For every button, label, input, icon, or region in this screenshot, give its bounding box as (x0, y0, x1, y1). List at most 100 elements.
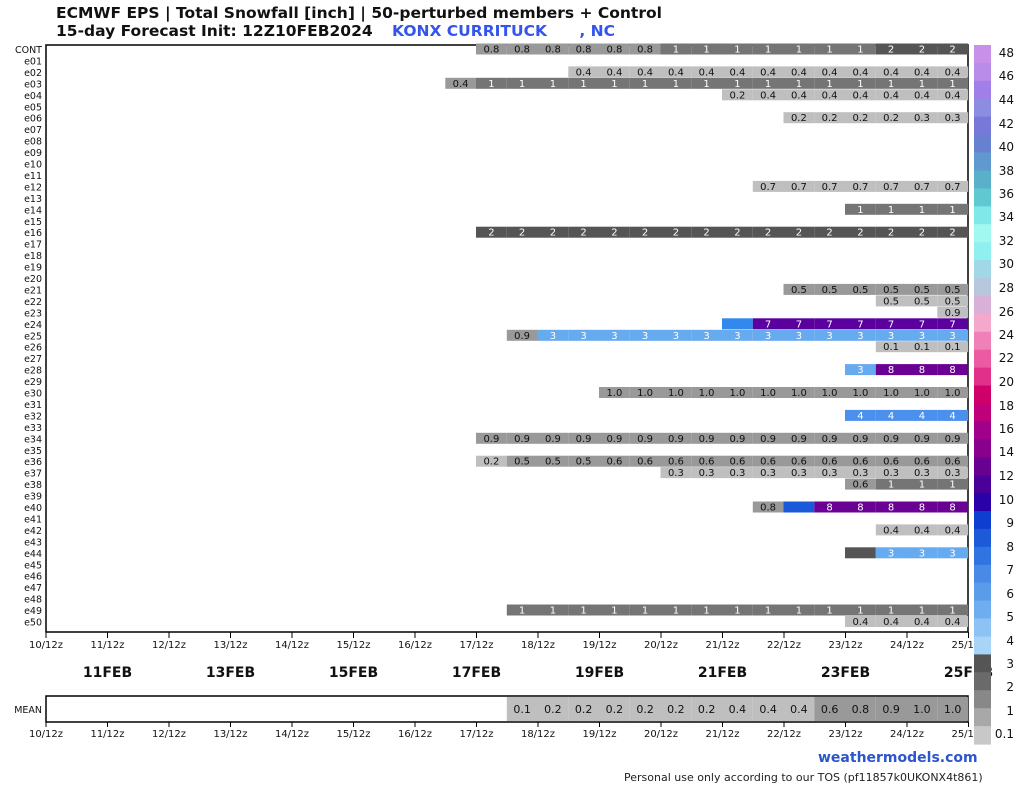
snow-cell (752, 318, 784, 330)
mean-value: 0.1 (513, 703, 531, 716)
snow-value: 0.6 (699, 457, 715, 468)
snow-value: 2 (857, 228, 863, 239)
snow-value: 0.5 (914, 285, 930, 296)
snow-value: 0.4 (883, 90, 899, 101)
snow-value: 0.5 (945, 285, 961, 296)
snow-cell (875, 43, 907, 55)
snow-value: 1 (919, 79, 925, 90)
snow-value: 2 (888, 228, 894, 239)
snow-cell (783, 455, 815, 467)
snow-cell (937, 180, 969, 192)
mean-cell (752, 697, 784, 721)
snow-cell (568, 329, 600, 341)
mean-cell (537, 697, 569, 721)
colorbar-segment (974, 457, 991, 476)
snow-value: 1 (826, 606, 832, 617)
mean-value: 0.8 (852, 703, 870, 716)
snow-cell (722, 329, 753, 341)
snow-value: 1 (857, 79, 863, 90)
snow-value: 2 (796, 228, 802, 239)
mean-x-tick-label: 22/12z (767, 729, 801, 740)
snow-cell (937, 66, 969, 78)
mean-label: MEAN (14, 705, 42, 716)
member-label: e13 (24, 194, 42, 205)
x-tick-label: 23/12z (828, 640, 862, 651)
snow-cell (506, 432, 538, 444)
mean-cell (845, 697, 876, 721)
snow-cell (814, 283, 846, 295)
mean-value: 0.9 (882, 703, 900, 716)
snow-cell (476, 432, 507, 444)
snow-value: 1 (673, 79, 679, 90)
snow-value: 0.2 (483, 457, 499, 468)
mean-x-tick-label: 25/12z (951, 729, 985, 740)
member-label: e03 (24, 79, 42, 90)
member-label: e12 (24, 182, 42, 193)
snow-cell (722, 432, 753, 444)
snow-cell (660, 432, 692, 444)
snow-value: 0.3 (699, 468, 715, 479)
colorbar-segment (974, 439, 991, 458)
date-label: 13FEB (206, 665, 255, 681)
snow-cell (691, 604, 723, 616)
snow-value: 8 (919, 365, 925, 376)
snow-value: 0.5 (545, 457, 561, 468)
snow-cell (937, 432, 969, 444)
snow-cell (937, 604, 969, 616)
brand-link[interactable]: weathermodels.com (818, 750, 978, 766)
snow-value: 0.4 (576, 67, 592, 78)
mean-x-tick-label: 10/12z (29, 729, 63, 740)
snow-value: 1 (949, 480, 955, 491)
colorbar-segment (974, 349, 991, 369)
snow-value: 0.9 (883, 434, 899, 445)
snow-value: 2 (949, 228, 955, 239)
snow-cell (906, 364, 938, 376)
snow-cell (752, 501, 784, 513)
snow-value: 0.8 (576, 45, 592, 56)
member-label: e44 (24, 549, 42, 560)
snow-cell (537, 77, 569, 89)
snow-cell (660, 43, 692, 55)
snow-cell (875, 283, 907, 295)
snow-cell (691, 43, 723, 55)
snow-cell (875, 341, 907, 353)
snow-value: 0.3 (791, 468, 807, 479)
snow-cell (752, 43, 784, 55)
snow-value: 1 (550, 79, 556, 90)
snow-cell (906, 318, 938, 330)
snow-cell (783, 226, 815, 238)
snow-cell (937, 77, 969, 89)
x-tick-label: 16/12z (398, 640, 432, 651)
snow-cell (722, 89, 753, 101)
snow-cell (906, 89, 938, 101)
snow-value: 0.6 (729, 457, 745, 468)
snow-cell (937, 467, 969, 479)
colorbar-segment (974, 475, 991, 494)
colorbar-segment (974, 654, 991, 673)
snow-cell (568, 604, 600, 616)
member-label: e07 (24, 125, 42, 136)
snow-value: 0.4 (914, 90, 930, 101)
snow-cell (906, 455, 938, 467)
snow-cell (906, 524, 938, 536)
x-tick-label: 13/12z (213, 640, 247, 651)
snow-cell (599, 387, 630, 398)
snow-value: 2 (642, 228, 648, 239)
mean-value: 0.2 (606, 703, 624, 716)
snow-cell (629, 329, 661, 341)
snow-cell (814, 387, 846, 398)
snow-cell (722, 455, 753, 467)
snow-cell (937, 364, 969, 376)
snow-cell (814, 77, 846, 89)
member-label: e50 (24, 618, 42, 629)
snow-value: 0.8 (637, 45, 653, 56)
snow-cell (783, 501, 815, 513)
snow-value: 0.9 (822, 434, 838, 445)
snow-value: 0.7 (883, 182, 899, 193)
snow-cell (937, 318, 969, 330)
snow-value: 0.2 (791, 113, 807, 124)
snow-value: 3 (611, 331, 617, 342)
x-tick-label: 19/12z (582, 640, 616, 651)
member-label: e34 (24, 434, 42, 445)
